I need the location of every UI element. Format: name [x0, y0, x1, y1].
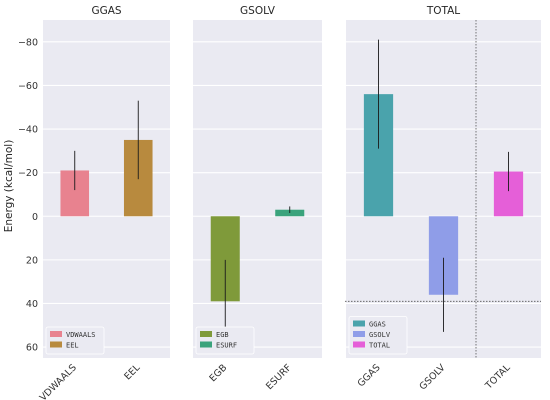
x-tick-label: GSOLV [417, 362, 447, 392]
legend-swatch [353, 341, 365, 348]
panel-background [193, 20, 322, 358]
panel-total: TOTAL GGAS GSOLV TOTAL GGAS GSOLV TOTAL [345, 5, 541, 392]
panel-title: GGAS [91, 5, 121, 17]
legend-swatch [200, 341, 212, 348]
y-axis-label: Energy (kcal/mol) [3, 140, 15, 233]
legend-label: GSOLV [369, 331, 391, 339]
legend-label: GGAS [369, 321, 386, 329]
panel-title: GSOLV [240, 5, 276, 17]
panel-title: TOTAL [426, 5, 460, 17]
x-tick-label: VDWAALS [38, 362, 79, 400]
legend: EGB ESURF [195, 326, 255, 355]
panel-ggas: GGAS VDWAALS EEL VDWAALS EEL [38, 5, 170, 400]
legend: GGAS GSOLV TOTAL [348, 316, 408, 355]
y-tick-label: 60 [26, 343, 38, 354]
x-tick-label: EGB [208, 362, 230, 384]
x-tick-label: TOTAL [483, 362, 513, 392]
x-tick-label: ESURF [264, 362, 294, 392]
y-tick-label: 20 [26, 255, 38, 266]
legend-label: EGB [216, 331, 229, 339]
y-tick-label: −60 [18, 81, 38, 92]
y-tick-label: −80 [18, 37, 38, 48]
legend-label: TOTAL [369, 342, 390, 350]
panel-gsolv: GSOLV EGB ESURF EGB ESURF [193, 5, 322, 392]
legend: VDWAALS EEL [45, 326, 105, 355]
y-tick-label: −20 [18, 168, 38, 179]
x-tick-label: EEL [122, 362, 143, 383]
y-tick-label: −40 [18, 125, 38, 136]
legend-swatch [200, 331, 212, 337]
legend-swatch [50, 341, 62, 348]
legend-label: VDWAALS [66, 331, 96, 339]
y-tick-label: 40 [26, 299, 38, 310]
x-tick-label: GGAS [356, 362, 383, 389]
legend-label: ESURF [216, 342, 237, 350]
legend-label: EEL [66, 342, 79, 350]
legend-swatch [50, 331, 62, 337]
y-tick-label: 0 [32, 212, 38, 223]
legend-swatch [353, 331, 365, 337]
legend-swatch [353, 320, 365, 327]
